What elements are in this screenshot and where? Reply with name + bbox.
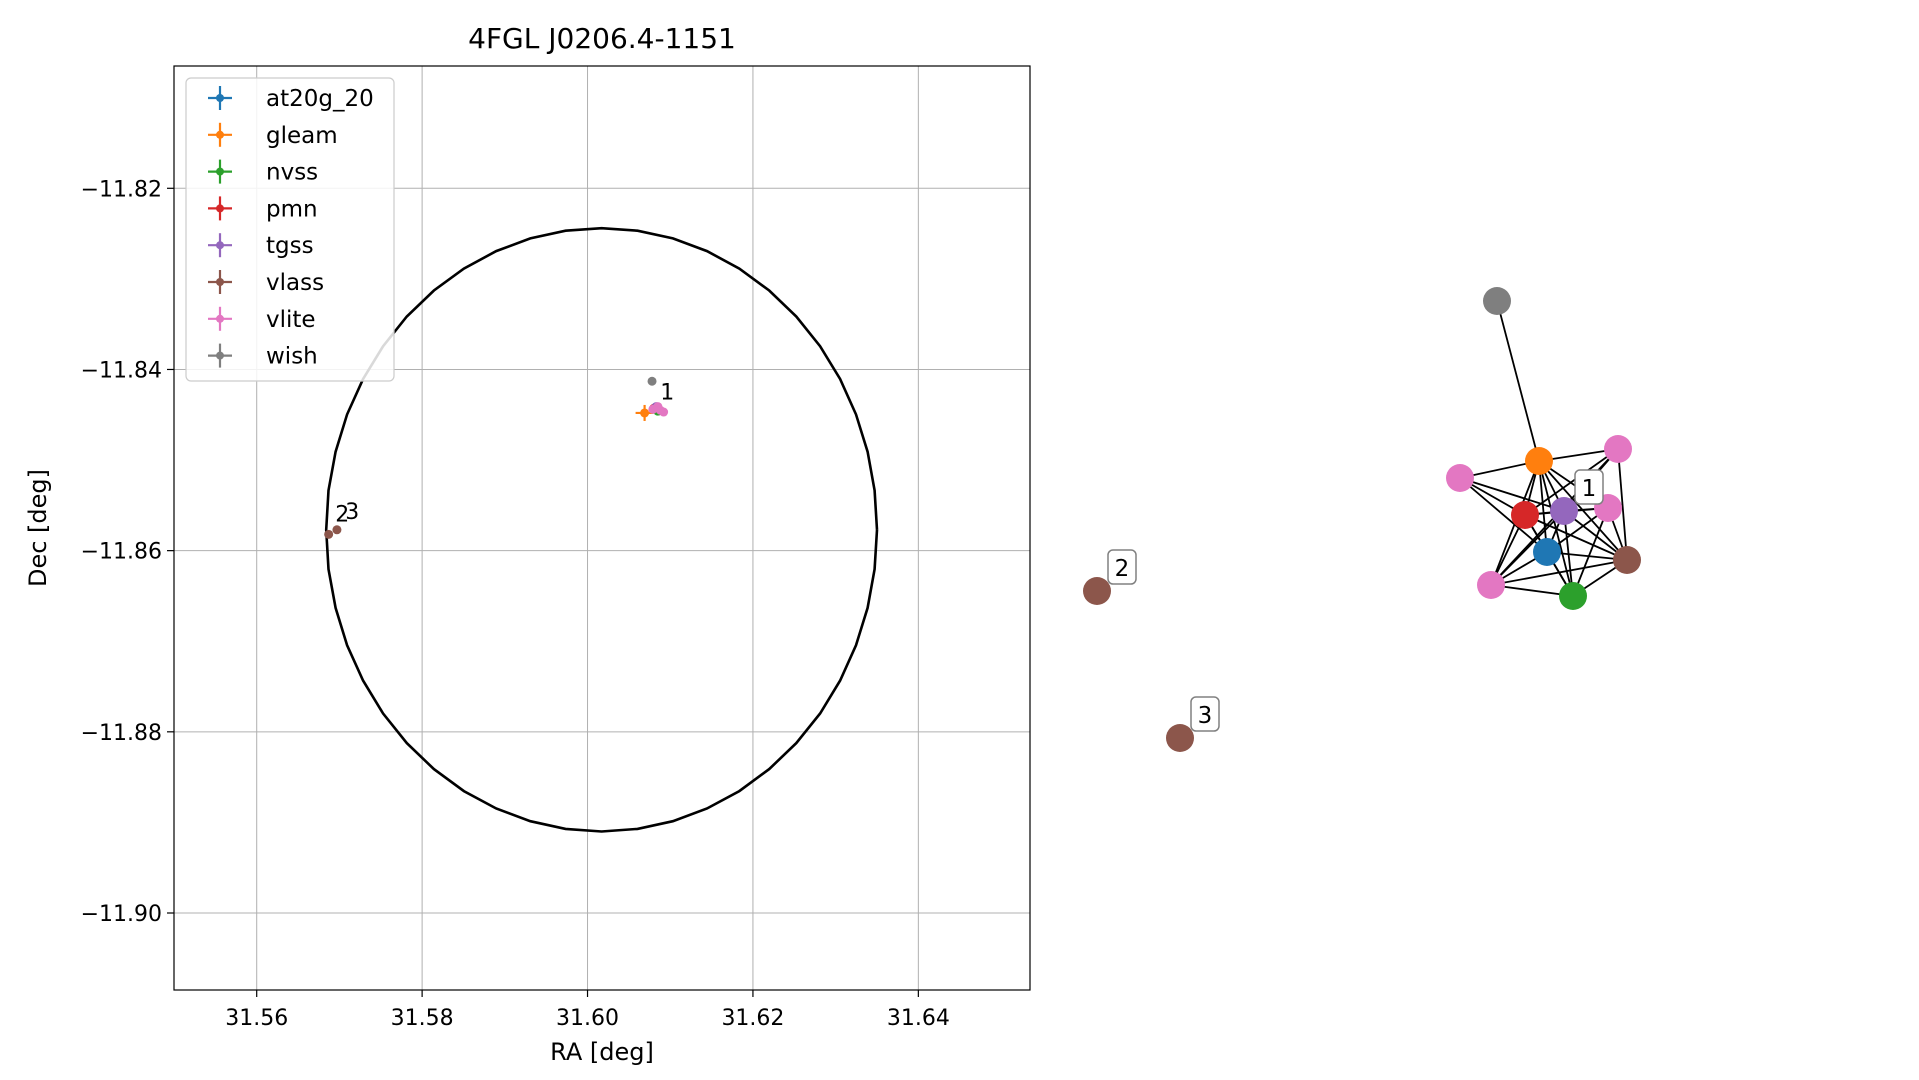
graph-node-n_nvss — [1559, 582, 1587, 610]
legend-label-vlite: vlite — [266, 307, 316, 333]
legend-marker-dot — [216, 204, 224, 213]
graph-edge — [1490, 559, 1628, 586]
grid — [174, 66, 1030, 990]
legend-marker-dot — [216, 167, 224, 176]
network-graph-panel: 1 2 3 — [1083, 287, 1641, 752]
legend-marker-dot — [216, 94, 224, 102]
data-point-vlass — [332, 525, 342, 535]
graph-node-n_vlite2 — [1604, 435, 1632, 463]
legend-label-at20g_20: at20g_20 — [266, 86, 374, 112]
legend-label-pmn: pmn — [266, 196, 318, 222]
graph-label-box — [1574, 469, 1604, 505]
legend-label-gleam: gleam — [266, 123, 338, 149]
graph-node-n_tgss — [1550, 497, 1578, 525]
graph-label-text: 1 — [1582, 476, 1597, 502]
y-tick-label: −11.90 — [81, 902, 162, 927]
graph-node-n_wish — [1483, 287, 1511, 315]
graph-node-n_vlass3 — [1166, 724, 1194, 752]
graph-node-n_vlass2 — [1083, 577, 1111, 605]
legend-marker-dot — [216, 241, 224, 250]
y-axis-label: Dec [deg] — [24, 469, 52, 587]
point-annotation: 2 — [335, 503, 349, 528]
legend-box — [185, 77, 395, 382]
axis-ticks: 31.56 31.58 31.60 31.62 31.64 −11.82 −11.84 −11… — [81, 177, 950, 1031]
graph-node-n_vlite1 — [1446, 464, 1474, 492]
x-tick-label: 31.62 — [721, 1006, 784, 1031]
graph-node-n_gleam — [1525, 447, 1553, 475]
x-tick-label: 31.60 — [556, 1006, 619, 1031]
graph-edge — [1490, 510, 1565, 586]
graph-edge — [1459, 477, 1565, 512]
y-tick-label: −11.88 — [81, 721, 162, 746]
x-tick-label: 31.56 — [225, 1006, 288, 1031]
graph-node-n_at20g — [1533, 538, 1561, 566]
graph-label-box — [1107, 549, 1137, 585]
graph-label-text: 3 — [1198, 703, 1213, 729]
graph-label-box — [1190, 696, 1220, 732]
legend-marker-dot — [216, 130, 224, 139]
data-point-gleam — [640, 408, 650, 418]
y-tick-label: −11.82 — [81, 177, 162, 202]
point-annotations: 1 23 — [335, 380, 674, 527]
graph-edge — [1617, 448, 1628, 561]
graph-node-n_vlass1 — [1613, 546, 1641, 574]
graph-edge — [1524, 514, 1628, 561]
error-ellipse-layer — [324, 226, 879, 833]
x-axis-label: RA [deg] — [550, 1038, 654, 1066]
graph-node-n_pmn — [1511, 501, 1539, 529]
data-point-vlite — [648, 404, 658, 414]
graph-node-n_vlite4 — [1477, 571, 1505, 599]
legend-label-wish: wish — [266, 344, 318, 370]
y-tick-label: −11.86 — [81, 540, 162, 565]
legend-marker-dot — [216, 314, 224, 323]
data-points — [324, 376, 669, 539]
graph-edge — [1572, 507, 1609, 597]
error-ellipse — [324, 226, 879, 833]
graph-edge — [1496, 300, 1540, 462]
legend-label-tgss: tgss — [266, 233, 314, 259]
legend-label-vlass: vlass — [266, 270, 324, 296]
data-point-vlite — [655, 405, 665, 415]
axes-frame — [173, 65, 1031, 991]
legend-marker-dot — [216, 278, 224, 286]
chart-title: 4FGL J0206.4-1151 — [468, 22, 736, 55]
graph-edge — [1524, 448, 1619, 516]
y-tick-label: −11.84 — [81, 358, 162, 383]
graph-edge — [1538, 460, 1548, 553]
graph-nodes — [1083, 287, 1641, 752]
point-annotation: 3 — [345, 500, 359, 525]
graph-label-text: 2 — [1115, 556, 1130, 582]
legend-label-nvss: nvss — [266, 160, 318, 186]
graph-node-labels: 1 2 3 — [1107, 469, 1604, 732]
x-tick-label: 31.64 — [887, 1006, 950, 1031]
legend-marker-dot — [216, 351, 224, 360]
data-point-wish — [647, 376, 657, 386]
data-point-vlass — [324, 529, 334, 539]
scatter-plot-panel: 1 23 31.56 31.58 31.60 31.62 31.64 −11.82 −11.8… — [24, 22, 1031, 1066]
point-annotation: 1 — [660, 380, 674, 405]
x-tick-label: 31.58 — [391, 1006, 454, 1031]
